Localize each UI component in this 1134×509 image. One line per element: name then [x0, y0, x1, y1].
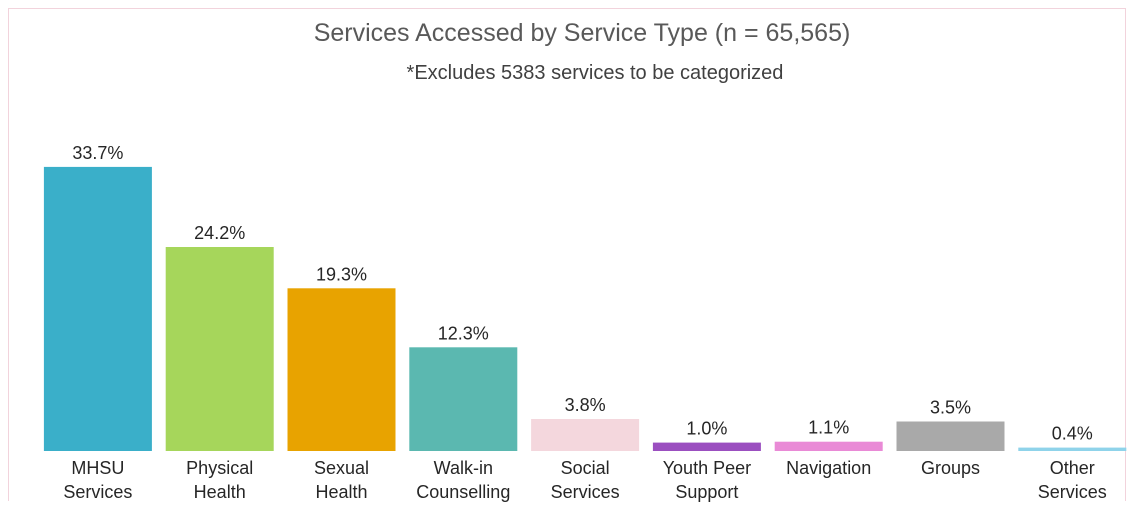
- category-label-4: Social Services: [551, 458, 620, 502]
- data-label-2: 19.3%: [316, 264, 367, 284]
- category-labels-group: MHSU Services Physical Health Sexual Health Wa…: [63, 458, 1106, 502]
- category-label-1: Physical Health: [186, 458, 253, 502]
- data-label-0: 33.7%: [72, 143, 123, 163]
- bar-7: [896, 421, 1005, 451]
- chart-title: Services Accessed by Service Type (n = 6…: [314, 19, 851, 47]
- bars-group: [43, 166, 1127, 451]
- bar-5: [652, 442, 761, 451]
- chart-subtitle: *Excludes 5383 services to be categorize…: [407, 62, 784, 84]
- category-label-3: Walk-in Counselling: [416, 458, 510, 502]
- data-labels-group: 33.7% 24.2% 19.3% 12.3% 3.8% 1.0% 1.1% 3.5% 0.4%: [72, 143, 1092, 444]
- data-label-8: 0.4%: [1052, 424, 1093, 444]
- chart-frame: [8, 8, 1126, 501]
- bar-0: [43, 166, 152, 451]
- data-label-3: 12.3%: [438, 323, 489, 343]
- data-label-5: 1.0%: [686, 419, 727, 439]
- category-label-5: Youth Peer Support: [663, 458, 751, 502]
- data-label-4: 3.8%: [565, 395, 606, 415]
- bar-2: [287, 288, 396, 451]
- bar-8: [1018, 447, 1127, 451]
- bar-4: [531, 419, 640, 451]
- data-label-1: 24.2%: [194, 223, 245, 243]
- bar-6: [774, 441, 883, 451]
- data-label-7: 3.5%: [930, 398, 971, 418]
- category-label-8: Other Services: [1038, 458, 1107, 502]
- category-label-2: Sexual Health: [314, 458, 369, 502]
- bar-3: [409, 347, 518, 451]
- category-label-6: Navigation: [786, 458, 871, 478]
- data-label-6: 1.1%: [808, 418, 849, 438]
- category-label-7: Groups: [921, 458, 980, 478]
- category-label-0: MHSU Services: [63, 458, 132, 502]
- bar-1: [165, 247, 274, 451]
